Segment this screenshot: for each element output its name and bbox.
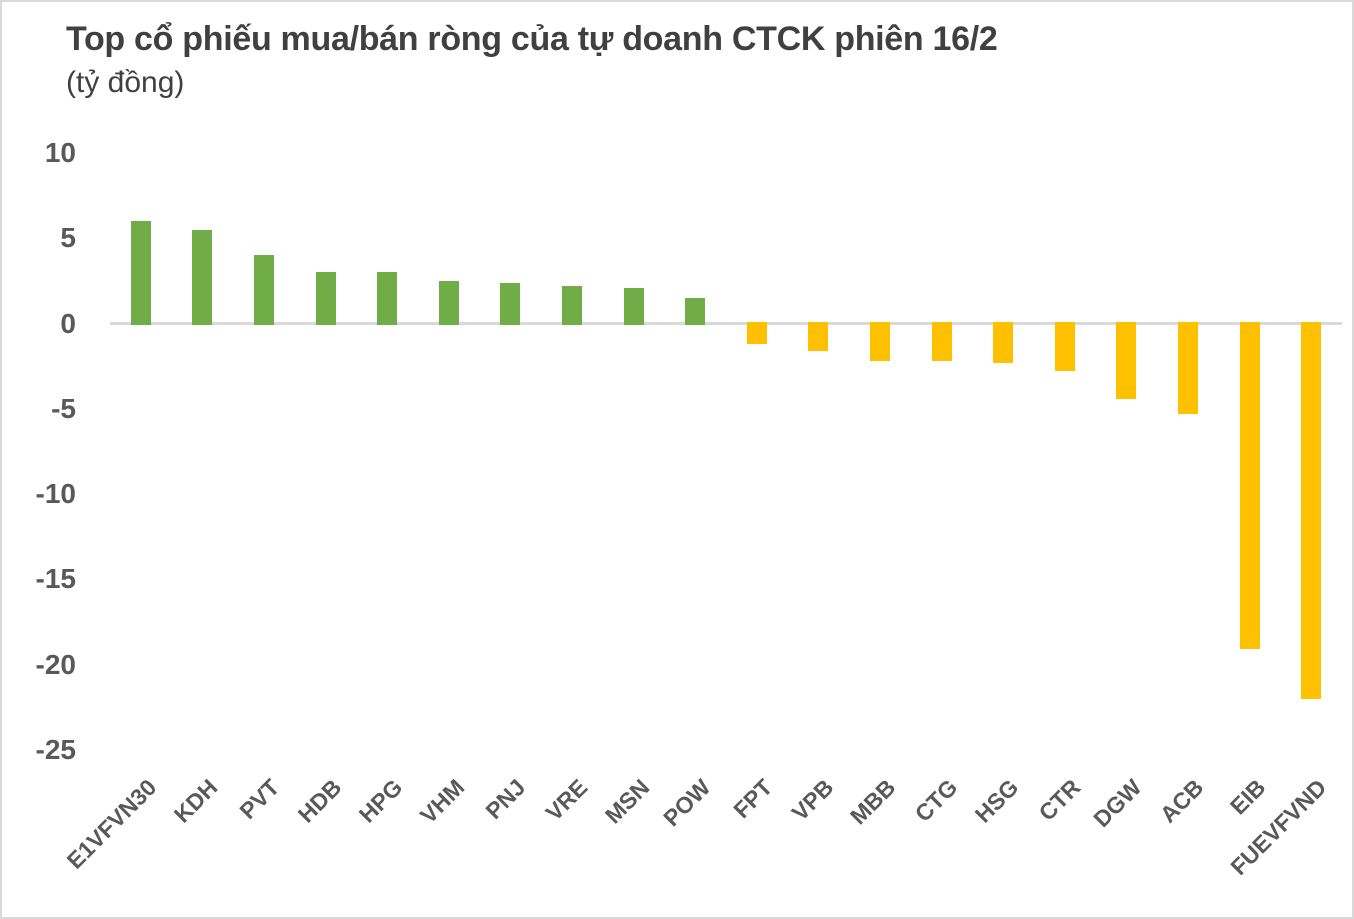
bar-negative [931, 322, 952, 361]
y-axis-tick-label: -20 [35, 648, 76, 680]
y-axis-tick-label: 0 [60, 307, 76, 339]
bar-negative [1301, 322, 1322, 699]
bar-negative [808, 322, 829, 351]
bar-negative [746, 322, 767, 344]
chart-subtitle: (tỷ đồng) [66, 66, 185, 99]
y-axis-tick-label: 10 [44, 137, 76, 168]
bar-positive [685, 297, 706, 325]
y-axis-tick-label: 5 [60, 222, 76, 254]
bar-positive [377, 272, 398, 325]
bar-positive [562, 285, 582, 325]
bar-positive [623, 287, 644, 325]
chart-title: Top cổ phiếu mua/bán ròng của tự doanh C… [66, 20, 998, 58]
bar-positive [130, 221, 151, 325]
bar-positive [315, 272, 336, 325]
bar-negative [1054, 322, 1075, 372]
y-axis-tick-label: -25 [35, 733, 76, 765]
y-axis-tick-label: -10 [35, 478, 76, 509]
bar-positive [192, 229, 213, 325]
bar-negative [1116, 322, 1137, 399]
bar-positive [438, 280, 459, 325]
y-axis-tick-label: -15 [35, 563, 76, 595]
y-axis-tick-label: -5 [51, 392, 76, 424]
bar-positive [500, 282, 521, 325]
bar-negative [1178, 322, 1198, 414]
bar-negative [1239, 322, 1260, 650]
bar-positive [254, 255, 274, 325]
bar-negative [870, 322, 890, 361]
bar-negative [993, 322, 1014, 363]
zero-axis-line [110, 322, 1342, 325]
